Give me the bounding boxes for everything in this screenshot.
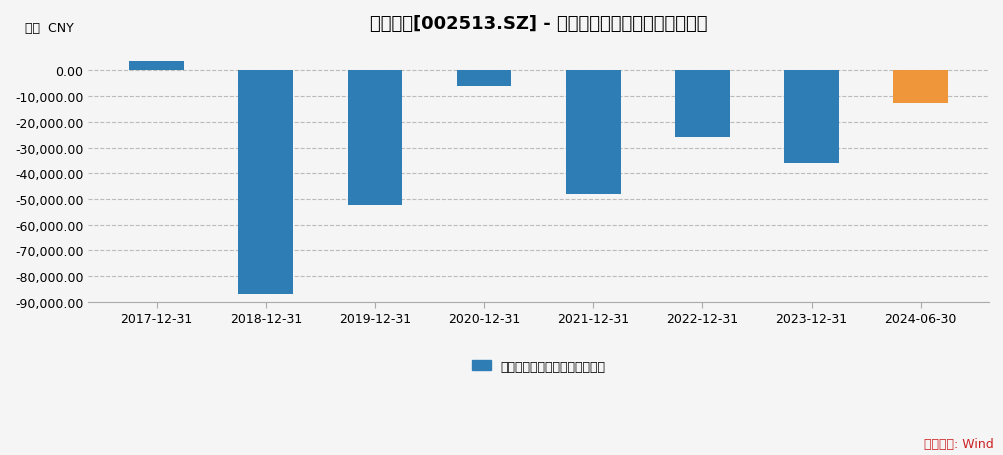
Text: 万元  CNY: 万元 CNY <box>25 22 74 35</box>
Text: 数据来源: Wind: 数据来源: Wind <box>924 437 993 450</box>
Legend: 扣非后归属母公司股东的净利润: 扣非后归属母公司股东的净利润 <box>466 355 610 378</box>
Bar <box>239 71 293 294</box>
Bar <box>783 71 839 164</box>
Bar <box>674 71 729 138</box>
Bar <box>566 71 620 194</box>
Bar <box>893 71 947 103</box>
Bar <box>129 62 184 71</box>
Title: 蓝丰生化[002513.SZ] - 扣非后归属母公司股东的净利润: 蓝丰生化[002513.SZ] - 扣非后归属母公司股东的净利润 <box>369 15 707 33</box>
Bar <box>347 71 402 206</box>
Bar <box>456 71 511 86</box>
